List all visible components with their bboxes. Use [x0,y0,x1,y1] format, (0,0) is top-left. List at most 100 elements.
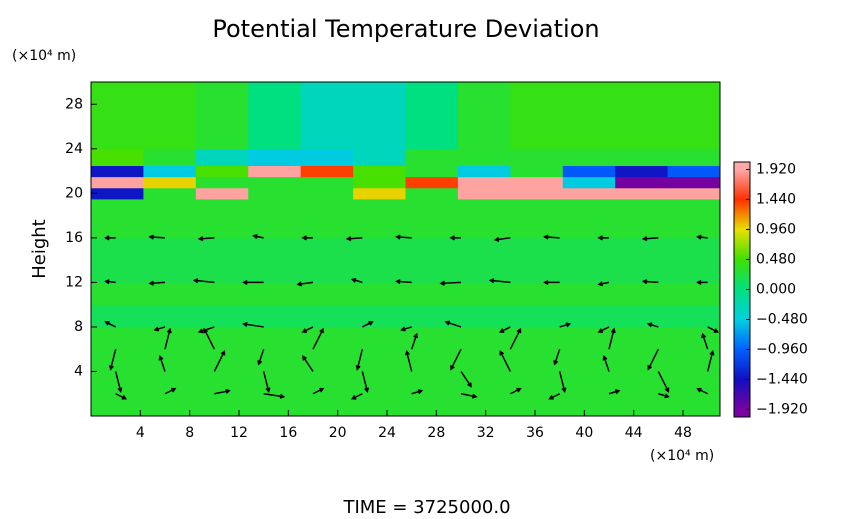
vector [214,388,231,395]
colorbar-tick-label: −0.480 [756,312,808,328]
vector [460,371,472,388]
cell [562,282,616,306]
vector [301,326,314,333]
vector [400,326,412,332]
cell [615,187,669,200]
y-tick-label: 28 [65,96,83,112]
cell [300,304,354,328]
vector [395,279,412,285]
cell [353,187,406,200]
cell [91,282,144,306]
y-tick-label: 4 [74,363,83,379]
x-tick-label: 4 [136,425,145,441]
vector [543,234,560,240]
vector [411,389,424,395]
footer: TIME = 3725000.0 [342,497,510,518]
cell [562,304,616,328]
vector [658,393,670,399]
cell [91,165,144,178]
vector [361,371,370,393]
cell [615,198,669,239]
vector [158,354,166,372]
vector [696,387,709,395]
cell [615,82,669,150]
cell [300,82,354,150]
cell [457,282,511,306]
cell [353,82,406,150]
cell [615,326,669,417]
cell [405,237,459,283]
cell [91,148,144,166]
x-tick-label: 40 [575,425,593,441]
vector [488,278,511,284]
cell [457,326,511,417]
vector [252,233,264,240]
cell [615,237,669,283]
cell [405,198,459,239]
vector [361,321,374,328]
cell [353,326,406,417]
vector [203,327,216,350]
cell [91,187,144,200]
x-unit: (×10⁴ m) [650,448,714,464]
vector [444,320,462,328]
x-tick-label: 24 [378,425,396,441]
cell [91,237,144,283]
cell [405,82,459,150]
cell [195,198,249,239]
vector [296,281,314,287]
vector [597,235,609,241]
vector [558,371,567,393]
vector [345,236,363,242]
cell [195,187,249,200]
vector [197,236,215,242]
cell [300,148,354,166]
vector [404,349,413,372]
cell [248,187,302,200]
colorbar-tick-label: −1.440 [756,372,808,388]
cell [667,176,721,189]
vector [104,235,116,241]
colorbar-tick-label: 0.000 [756,282,796,298]
y-unit: (×10⁴ m) [12,48,76,64]
cell [143,282,197,306]
vector [312,387,325,395]
vector [350,393,363,400]
vector [707,326,720,333]
cell [667,237,721,283]
cell [562,187,616,200]
vector [439,280,462,286]
cell [248,165,302,178]
vector [499,350,512,372]
x-tick-label: 28 [427,425,445,441]
cell [248,198,302,239]
cell [91,198,144,239]
vector [192,278,215,284]
cell [143,237,197,283]
vector [114,371,123,393]
x-tick-label: 44 [625,425,643,441]
cell [562,165,616,178]
vector [597,326,610,333]
cell [405,187,459,200]
cell [353,148,406,166]
vector [641,236,659,242]
cell [405,326,459,417]
vector [257,348,265,366]
cell [510,148,564,166]
vector [104,279,116,285]
cell [248,148,302,166]
colorbar-tick-label: 0.480 [756,252,796,268]
vector [108,349,117,371]
vector [597,281,610,287]
cell [562,176,616,189]
vector [608,327,616,350]
x-tick-label: 20 [329,425,347,441]
cell [353,282,406,306]
y-tick-label: 16 [65,230,83,246]
y-tick-label: 12 [65,274,83,290]
cell [248,282,302,306]
x-tick-label: 8 [185,425,194,441]
cell [300,326,354,417]
